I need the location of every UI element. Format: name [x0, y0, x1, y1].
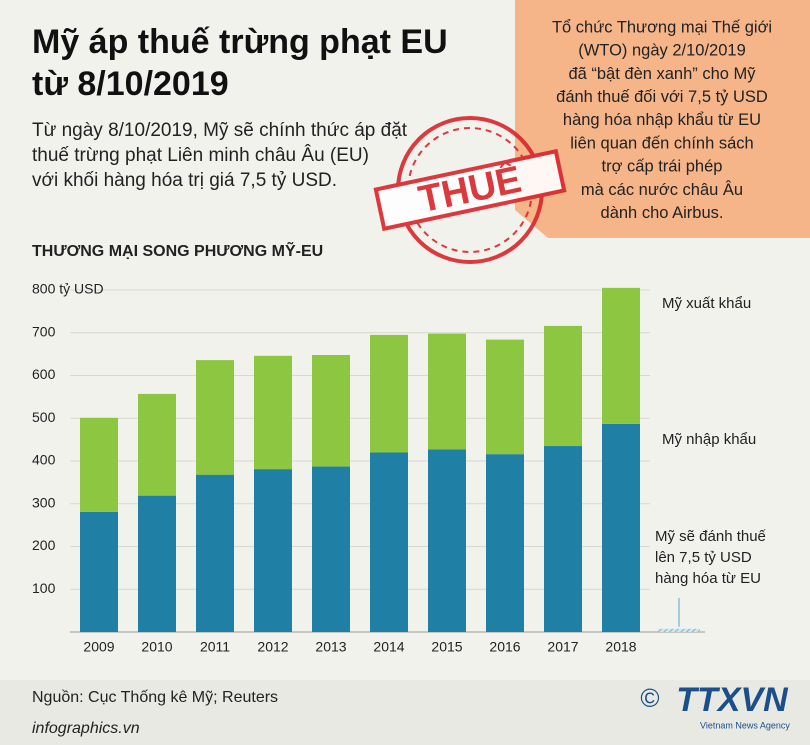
- title: Mỹ áp thuế trừng phạt EU: [32, 23, 448, 61]
- intro: với khối hàng hóa trị giá 7,5 tỷ USD.: [32, 170, 337, 191]
- bar: [602, 287, 640, 424]
- callout-line: Tổ chức Thương mại Thế giới: [552, 18, 772, 36]
- footer-band: [0, 680, 810, 745]
- callout-line: đã “bật đèn xanh” cho Mỹ: [568, 65, 756, 83]
- tariff-bar: [658, 628, 700, 632]
- x-tick-label: 2016: [489, 639, 520, 655]
- y-tick-label: 500: [32, 409, 56, 425]
- x-tick-label: 2013: [315, 639, 346, 655]
- y-tick-label: 400: [32, 452, 56, 468]
- bar: [80, 417, 118, 512]
- copyright: ©: [640, 683, 659, 713]
- source: Nguồn: Cục Thống kê Mỹ; Reuters: [32, 689, 278, 706]
- agency: Vietnam News Agency: [700, 720, 790, 730]
- x-tick-label: 2017: [547, 639, 578, 655]
- y-tick-label: 100: [32, 580, 56, 596]
- bar: [602, 423, 640, 632]
- bar: [312, 466, 350, 632]
- tariff-label: lên 7,5 tỷ USD: [655, 549, 752, 566]
- bar: [138, 495, 176, 632]
- bar: [196, 360, 234, 475]
- bar: [428, 449, 466, 632]
- intro: thuế trừng phạt Liên minh châu Âu (EU): [32, 144, 369, 166]
- bar: [254, 469, 292, 632]
- bar: [254, 355, 292, 470]
- site: infographics.vn: [32, 720, 140, 737]
- intro: Từ ngày 8/10/2019, Mỹ sẽ chính thức áp đ…: [32, 120, 408, 141]
- callout-box: [515, 0, 810, 238]
- logo: TTXVN: [676, 681, 789, 719]
- chart-title: THƯƠNG MẠI SONG PHƯƠNG MỸ-EU: [32, 240, 323, 260]
- x-tick-label: 2012: [257, 639, 288, 655]
- series-label: Mỹ xuất khẩu: [662, 295, 751, 312]
- bar: [544, 446, 582, 632]
- callout-line: trợ cấp trái phép: [602, 158, 723, 176]
- y-tick-label: 200: [32, 537, 56, 553]
- callout: Tổ chức Thương mại Thế giới (WTO) ngày 2/…: [552, 18, 772, 222]
- callout-line: đánh thuế đối với 7,5 tỷ USD: [556, 88, 768, 106]
- x-tick-label: 2011: [200, 639, 230, 655]
- x-tick-label: 2014: [373, 639, 404, 655]
- bar: [138, 393, 176, 496]
- y-tick-label: 300: [32, 494, 56, 510]
- callout-line: mà các nước châu Âu: [581, 180, 743, 199]
- bar: [486, 454, 524, 632]
- bar: [370, 334, 408, 453]
- bar: [196, 474, 234, 632]
- bar: [486, 339, 524, 455]
- callout-line: liên quan đến chính sách: [570, 134, 753, 152]
- title: từ 8/10/2019: [32, 65, 229, 103]
- bar: [80, 511, 118, 632]
- x-tick-label: 2015: [431, 639, 462, 655]
- y-tick-label: 700: [32, 323, 56, 339]
- x-tick-label: 2018: [605, 639, 636, 655]
- x-tick-label: 2010: [141, 639, 172, 655]
- series-label: Mỹ nhập khẩu: [662, 431, 756, 448]
- tariff-label: hàng hóa từ EU: [655, 570, 761, 587]
- x-tick-label: 2009: [83, 639, 114, 655]
- callout-line: dành cho Airbus.: [601, 204, 724, 222]
- y-tick-label: 800 tỷ USD: [32, 281, 104, 297]
- bar: [312, 354, 350, 467]
- bar: [428, 333, 466, 450]
- tariff-label: Mỹ sẽ đánh thuế: [655, 528, 767, 545]
- callout-line: (WTO) ngày 2/10/2019: [578, 42, 746, 60]
- bar: [370, 452, 408, 632]
- callout-line: hàng hóa nhập khẩu từ EU: [563, 111, 761, 129]
- y-tick-label: 600: [32, 366, 56, 382]
- bar: [544, 325, 582, 447]
